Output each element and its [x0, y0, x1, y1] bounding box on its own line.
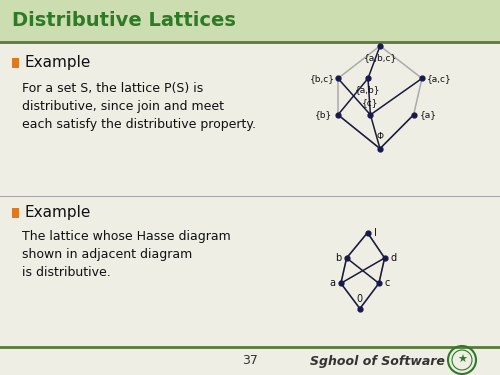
Text: {a}: {a}: [420, 110, 436, 119]
Text: {a,b,c}: {a,b,c}: [364, 53, 396, 62]
Text: shown in adjacent diagram: shown in adjacent diagram: [22, 248, 192, 261]
Text: Φ: Φ: [376, 132, 384, 141]
Bar: [0, 0, 500, 42]
Text: I: I: [374, 228, 376, 238]
Bar: [12, 208, 19, 218]
Text: Example: Example: [24, 206, 90, 220]
Text: d: d: [390, 253, 396, 263]
Text: {c}: {c}: [362, 99, 378, 108]
Text: Example: Example: [24, 56, 90, 70]
Text: {a,b}: {a,b}: [355, 86, 381, 94]
Text: each satisfy the distributive property.: each satisfy the distributive property.: [22, 118, 256, 131]
Text: For a set S, the lattice P(S) is: For a set S, the lattice P(S) is: [22, 82, 203, 95]
Text: 37: 37: [242, 354, 258, 368]
Text: {b,c}: {b,c}: [310, 74, 335, 83]
Text: 0: 0: [357, 294, 363, 304]
Text: b: b: [335, 253, 341, 263]
Text: Distributive Lattices: Distributive Lattices: [12, 12, 236, 30]
Text: {a,c}: {a,c}: [426, 74, 451, 83]
Text: distributive, since join and meet: distributive, since join and meet: [22, 100, 224, 113]
Bar: [12, 58, 19, 68]
Text: c: c: [385, 278, 390, 288]
Text: The lattice whose Hasse diagram: The lattice whose Hasse diagram: [22, 230, 231, 243]
Text: Sghool of Software: Sghool of Software: [310, 354, 445, 368]
Text: a: a: [330, 278, 336, 288]
Text: ★: ★: [457, 355, 467, 365]
Text: {b}: {b}: [315, 110, 332, 119]
Text: is distributive.: is distributive.: [22, 266, 111, 279]
